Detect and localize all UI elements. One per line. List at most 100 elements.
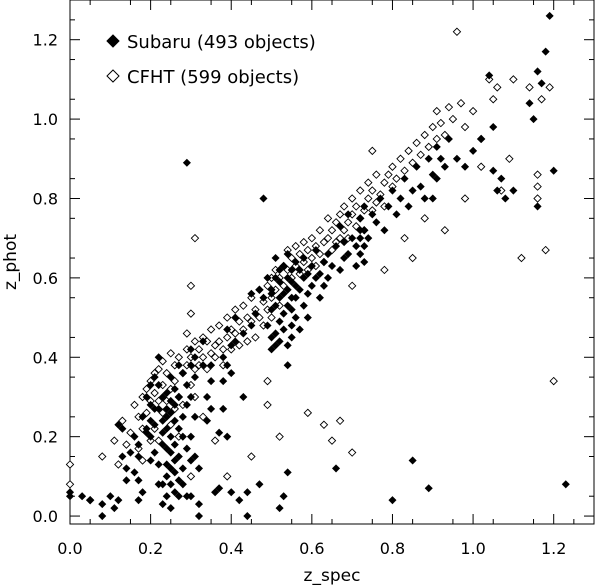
axis-ticks <box>69 0 594 524</box>
subaru-point <box>215 484 224 493</box>
cfht-point <box>186 309 196 318</box>
cfht-point <box>263 376 272 386</box>
cfht-point <box>186 281 196 291</box>
cfht-point <box>174 353 184 362</box>
cfht-point <box>517 253 526 263</box>
cfht-point <box>380 265 389 275</box>
subaru-point <box>134 476 143 485</box>
subaru-point <box>497 174 506 183</box>
x-axis-tick-labels: 0.0 0.2 0.4 0.6 0.8 1.0 1.2 <box>57 539 566 558</box>
subaru-point <box>243 512 252 521</box>
cfht-point <box>331 218 341 227</box>
y-axis-label: z_phot <box>1 234 21 290</box>
subaru-point <box>501 194 510 203</box>
cfht-point <box>190 364 200 374</box>
subaru-point <box>166 373 175 382</box>
subaru-point <box>299 273 308 282</box>
subaru-point <box>162 492 171 501</box>
subaru-point <box>86 496 95 505</box>
subaru-point <box>291 257 300 267</box>
subaru-point <box>287 305 296 314</box>
subaru-point <box>231 337 240 346</box>
cfht-point <box>299 237 309 247</box>
subaru-point <box>130 468 139 477</box>
cfht-point <box>408 253 417 263</box>
cfht-point <box>235 341 244 350</box>
y-axis-tick-labels: 0.0 0.2 0.4 0.6 0.8 1.0 1.2 <box>33 31 58 526</box>
cfht-point <box>476 162 486 171</box>
subaru-point <box>489 123 498 132</box>
cfht-point <box>65 460 75 469</box>
subaru-point <box>267 345 276 354</box>
cfht-point <box>400 233 409 243</box>
subaru-point <box>146 416 155 425</box>
cfht-point <box>347 281 357 291</box>
subaru-point <box>392 210 401 219</box>
cfht-point <box>323 214 333 223</box>
subaru-point <box>170 488 179 497</box>
subaru-point <box>372 218 381 227</box>
subaru-point <box>295 285 304 294</box>
subaru-point <box>134 496 143 505</box>
cfht-point <box>380 178 389 187</box>
subaru-point <box>263 273 272 282</box>
subaru-point <box>194 500 204 509</box>
subaru-point <box>158 392 167 401</box>
subaru-point <box>315 293 324 302</box>
subaru-point <box>106 492 115 501</box>
subaru-point <box>477 134 486 143</box>
cfht-point <box>392 174 401 183</box>
subaru-point <box>303 313 312 322</box>
subaru-point <box>283 468 292 477</box>
cfht-point <box>279 281 288 291</box>
subaru-point <box>332 242 341 251</box>
cfht-point <box>118 416 127 426</box>
subaru-point <box>247 321 256 330</box>
cfht-point <box>343 218 353 227</box>
subaru-point <box>275 293 284 302</box>
subaru-point <box>432 142 441 151</box>
subaru-point <box>186 361 195 370</box>
cfht-point <box>114 460 123 469</box>
subaru-point <box>356 214 365 223</box>
subaru-point <box>198 361 208 370</box>
subaru-point <box>344 210 353 219</box>
subaru-point <box>275 337 284 346</box>
subaru-point <box>178 480 187 489</box>
cfht-point <box>420 130 429 140</box>
cfht-point <box>142 384 151 394</box>
subaru-point <box>207 361 216 370</box>
cfht-point <box>537 95 546 104</box>
subaru-point <box>138 412 147 421</box>
cfht-point <box>235 317 244 326</box>
cfht-point <box>126 428 135 437</box>
cfht-point <box>424 142 433 152</box>
cfht-point <box>549 376 558 386</box>
subaru-point <box>182 381 191 390</box>
subaru-point <box>146 432 155 441</box>
subaru-point <box>364 234 373 243</box>
subaru-point <box>142 428 151 437</box>
subaru-point <box>295 325 304 334</box>
y-tick-label: 0.2 <box>33 428 58 447</box>
cfht-point <box>541 245 550 255</box>
subaru-point <box>227 488 236 497</box>
subaru-point <box>428 170 437 179</box>
legend: Subaru (493 objects) CFHT (599 objects) <box>106 32 316 88</box>
cfht-point <box>214 337 224 346</box>
subaru-point <box>178 369 187 378</box>
subaru-point <box>356 234 365 243</box>
subaru-point <box>291 281 300 290</box>
subaru-point <box>207 377 216 386</box>
cfht-point <box>255 313 264 322</box>
subaru-point <box>134 452 143 461</box>
subaru-point <box>424 484 433 493</box>
cfht-point <box>339 202 349 211</box>
subaru-point <box>263 321 272 330</box>
subaru-point <box>158 416 167 425</box>
subaru-point <box>388 186 397 195</box>
subaru-point <box>150 420 159 429</box>
subaru-point <box>150 373 159 382</box>
cfht-point <box>368 146 377 156</box>
